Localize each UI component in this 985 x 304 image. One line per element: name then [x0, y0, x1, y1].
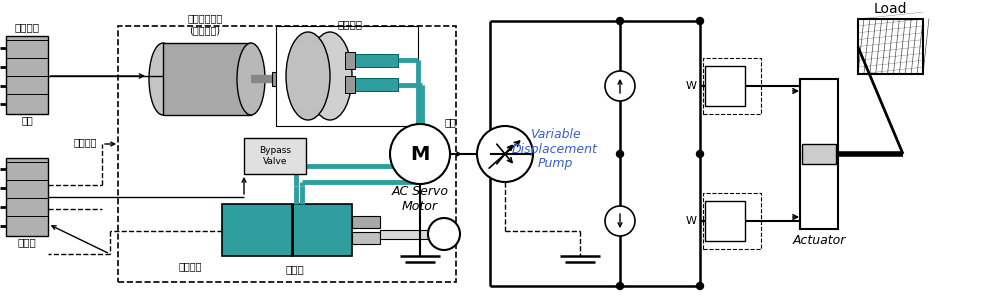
- Text: Load: Load: [874, 2, 907, 16]
- Bar: [163, 43, 251, 115]
- Circle shape: [617, 282, 624, 289]
- Bar: [705, 201, 745, 241]
- Text: 속도가변모터
(서보모터): 속도가변모터 (서보모터): [187, 13, 223, 35]
- Bar: [244, 138, 306, 174]
- Bar: [272, 72, 288, 86]
- Bar: [352, 54, 398, 67]
- Bar: [118, 26, 456, 282]
- Text: W: W: [686, 216, 697, 226]
- Text: 제어기: 제어기: [18, 237, 36, 247]
- Ellipse shape: [308, 32, 352, 120]
- Ellipse shape: [149, 43, 177, 115]
- Circle shape: [390, 124, 450, 184]
- Ellipse shape: [286, 32, 330, 120]
- Bar: [703, 193, 761, 249]
- Circle shape: [477, 126, 533, 182]
- Bar: [858, 19, 923, 74]
- Circle shape: [428, 218, 460, 250]
- Circle shape: [696, 150, 703, 157]
- Text: 실린더: 실린더: [286, 264, 304, 274]
- Text: M: M: [411, 144, 429, 164]
- Bar: [222, 204, 352, 256]
- Bar: [352, 78, 398, 91]
- Circle shape: [696, 282, 703, 289]
- Circle shape: [617, 150, 624, 157]
- Text: W: W: [686, 81, 697, 91]
- Bar: [705, 66, 745, 106]
- Text: Variable
Displacement
Pump: Variable Displacement Pump: [512, 127, 598, 171]
- Bar: [345, 76, 355, 93]
- Bar: [800, 79, 838, 229]
- Bar: [352, 232, 380, 244]
- Text: 유압펌프: 유압펌프: [338, 19, 362, 29]
- Bar: [276, 26, 418, 126]
- Circle shape: [605, 206, 635, 236]
- Ellipse shape: [237, 43, 265, 115]
- Bar: [703, 58, 761, 114]
- Text: AC Servo
Motor: AC Servo Motor: [391, 185, 448, 213]
- Bar: [6, 158, 48, 236]
- Bar: [802, 144, 836, 164]
- Text: 제어신호: 제어신호: [73, 137, 97, 147]
- Bar: [352, 216, 380, 228]
- Circle shape: [617, 18, 624, 25]
- Bar: [345, 52, 355, 69]
- Circle shape: [605, 71, 635, 101]
- Bar: [380, 230, 432, 239]
- Text: Bypass
Valve: Bypass Valve: [259, 146, 291, 166]
- Circle shape: [696, 18, 703, 25]
- Text: 위치센서: 위치센서: [178, 261, 202, 271]
- Text: 모터앰프: 모터앰프: [15, 22, 39, 32]
- Text: 배관: 배관: [445, 117, 457, 127]
- Bar: [6, 36, 48, 114]
- Text: 전원: 전원: [21, 115, 33, 125]
- Text: Actuator: Actuator: [792, 234, 846, 247]
